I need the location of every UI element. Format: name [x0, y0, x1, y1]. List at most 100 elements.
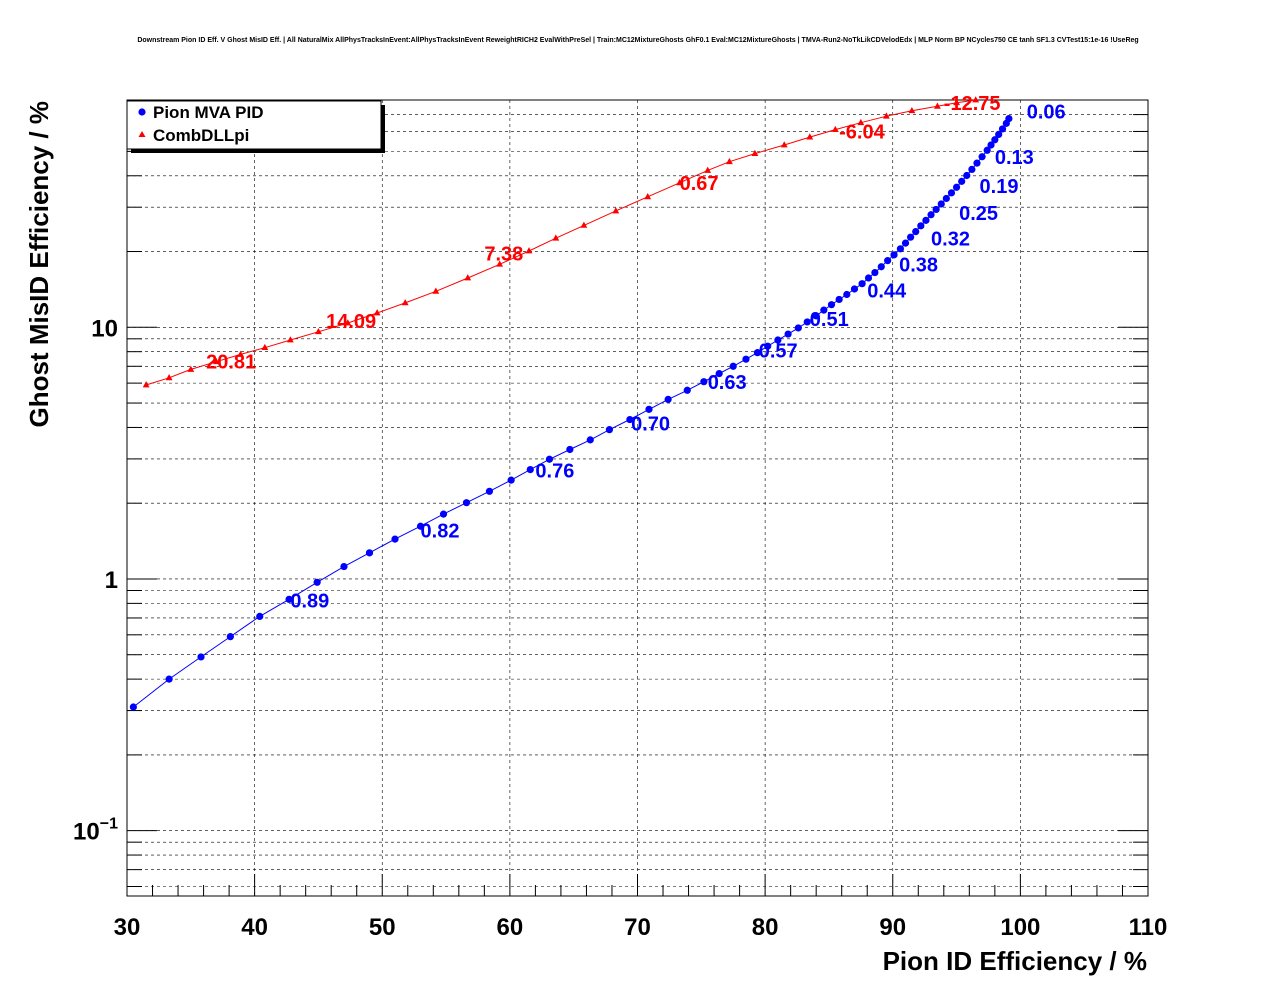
data-point-pion-mva: [858, 280, 866, 288]
x-axis-title: Pion ID Efficiency / %: [883, 946, 1147, 976]
data-label: 0.57: [759, 340, 798, 362]
data-point-pion-mva: [683, 386, 691, 394]
data-point-pion-mva: [340, 562, 348, 571]
data-point-combdll: [237, 350, 244, 357]
data-point-pion-mva: [927, 211, 935, 219]
x-tick-label: 70: [624, 914, 651, 941]
data-point-combdll: [212, 357, 220, 365]
data-point-pion-mva: [715, 369, 723, 378]
data-point-pion-mva: [566, 445, 574, 454]
series-markers: [129, 96, 1013, 711]
data-label: -12.75: [944, 93, 1001, 115]
data-point-pion-mva: [626, 415, 634, 424]
data-point-pion-mva: [987, 141, 995, 149]
data-point-pion-mva: [952, 183, 961, 191]
data-point-pion-mva: [197, 653, 205, 661]
data-point-pion-mva: [998, 125, 1007, 133]
data-point-pion-mva: [753, 349, 762, 357]
data-point-pion-mva: [978, 153, 986, 161]
data-point-pion-mva: [664, 395, 672, 404]
data-point-combdll: [496, 260, 504, 267]
data-point-pion-mva: [700, 378, 708, 386]
data-point-pion-mva: [968, 165, 976, 173]
data-point-combdll: [953, 98, 960, 106]
data-label: 0.63: [708, 372, 747, 394]
series-lines: [133, 99, 1010, 708]
data-point-pion-mva: [922, 216, 930, 224]
annotations: 0.89 0.82 0.76 0.70 0.63 0.57 0.51 0.44 0.38 0.32…: [206, 93, 1066, 613]
series-line-pion-mva: [133, 118, 1010, 708]
data-point-combdll: [464, 274, 472, 281]
data-point-pion-mva: [226, 633, 234, 641]
x-tick-label: 50: [369, 914, 396, 941]
data-point-combdll: [142, 381, 150, 388]
data-point-pion-mva: [774, 336, 782, 344]
data-point-pion-mva: [526, 465, 534, 474]
data-label: 7.38: [484, 244, 523, 266]
data-point-combdll: [644, 192, 652, 200]
data-point-combdll: [704, 166, 712, 173]
data-point-pion-mva: [1005, 114, 1013, 123]
x-tick-label: 30: [114, 914, 141, 941]
data-point-pion-mva: [991, 136, 999, 144]
data-point-combdll: [806, 133, 814, 140]
x-axis-tick-labels: 30 40 50 60 70 80 90 100 110: [114, 914, 1168, 941]
data-point-pion-mva: [983, 146, 991, 154]
data-point-pion-mva: [871, 268, 879, 277]
data-point-combdll: [882, 112, 890, 119]
data-label: 0.38: [899, 254, 938, 276]
data-point-pion-mva: [932, 205, 940, 214]
data-point-combdll: [373, 309, 381, 316]
data-point-pion-mva: [605, 426, 614, 434]
data-point-combdll: [401, 299, 409, 306]
y-tick-label-base: 10: [73, 819, 100, 846]
data-point-pion-mva: [507, 476, 515, 484]
data-point-pion-mva: [963, 171, 971, 180]
data-point-pion-mva: [827, 301, 836, 309]
data-point-combdll: [612, 207, 620, 214]
data-point-pion-mva: [917, 222, 925, 230]
data-label: 0.76: [535, 460, 574, 482]
data-point-combdll: [780, 141, 788, 148]
data-point-pion-mva: [391, 535, 399, 543]
data-point-combdll: [432, 287, 440, 294]
data-point-pion-mva: [129, 703, 137, 711]
data-label: 0.13: [995, 147, 1034, 169]
data-point-pion-mva: [165, 675, 173, 683]
data-point-pion-mva: [545, 455, 554, 463]
data-point-pion-mva: [742, 355, 750, 363]
data-point-combdll: [187, 365, 195, 372]
data-point-pion-mva: [764, 342, 772, 350]
data-point-combdll: [344, 319, 352, 326]
data-label: 0.19: [980, 176, 1019, 198]
data-point-pion-mva: [256, 612, 264, 621]
legend-marker-pion-mva: [138, 108, 146, 116]
data-point-pion-mva: [820, 306, 828, 314]
x-tick-label: 110: [1129, 914, 1168, 941]
data-point-combdll: [525, 247, 533, 254]
x-tick-label: 80: [752, 914, 779, 941]
legend-box: [126, 100, 382, 150]
data-point-pion-mva: [890, 251, 898, 259]
y-tick-label: 1: [105, 567, 118, 594]
data-point-pion-mva: [973, 159, 981, 167]
x-tick-label: 90: [879, 914, 906, 941]
data-label: -6.04: [839, 121, 885, 143]
data-point-pion-mva: [901, 239, 910, 247]
data-point-pion-mva: [794, 324, 802, 332]
y-axis-title: Ghost MisID Efficiency / %: [24, 101, 54, 428]
y-tick-label: 10−1: [73, 816, 118, 846]
y-tick-label-base: 10: [91, 315, 118, 342]
data-point-pion-mva: [896, 245, 905, 253]
data-point-combdll: [261, 343, 269, 351]
data-point-pion-mva: [850, 285, 859, 293]
data-point-pion-mva: [995, 130, 1003, 138]
data-point-combdll: [676, 179, 684, 186]
data-point-pion-mva: [937, 200, 945, 208]
data-point-pion-mva: [729, 362, 737, 370]
chart-title: Downstream Pion ID Eff. V Ghost MisID Ef…: [137, 37, 1138, 44]
data-point-pion-mva: [586, 436, 594, 444]
data-point-pion-mva: [784, 330, 792, 338]
data-point-pion-mva: [812, 312, 820, 320]
